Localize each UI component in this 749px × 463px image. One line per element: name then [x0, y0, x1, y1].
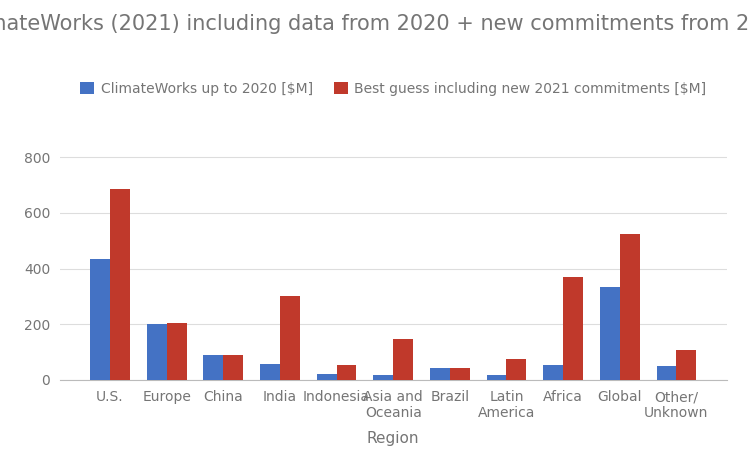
Bar — [450, 368, 470, 380]
Bar — [430, 368, 450, 380]
Bar — [260, 363, 280, 380]
Bar — [280, 296, 300, 380]
Bar — [374, 375, 393, 380]
Bar — [676, 350, 697, 380]
Bar — [600, 287, 619, 380]
X-axis label: Region: Region — [367, 432, 419, 446]
Bar — [336, 365, 357, 380]
Bar — [317, 374, 336, 380]
Bar — [393, 339, 413, 380]
Bar — [110, 189, 130, 380]
Bar — [223, 355, 243, 380]
Bar — [90, 259, 110, 380]
Bar — [657, 366, 676, 380]
Text: ClimateWorks (2021) including data from 2020 + new commitments from 2021: ClimateWorks (2021) including data from … — [0, 14, 749, 34]
Bar — [147, 324, 167, 380]
Legend: ClimateWorks up to 2020 [$M], Best guess including new 2021 commitments [$M]: ClimateWorks up to 2020 [$M], Best guess… — [80, 81, 706, 95]
Bar — [619, 234, 640, 380]
Bar — [563, 277, 583, 380]
Bar — [204, 355, 223, 380]
Bar — [543, 365, 563, 380]
Bar — [487, 375, 506, 380]
Bar — [506, 359, 527, 380]
Bar — [167, 323, 187, 380]
